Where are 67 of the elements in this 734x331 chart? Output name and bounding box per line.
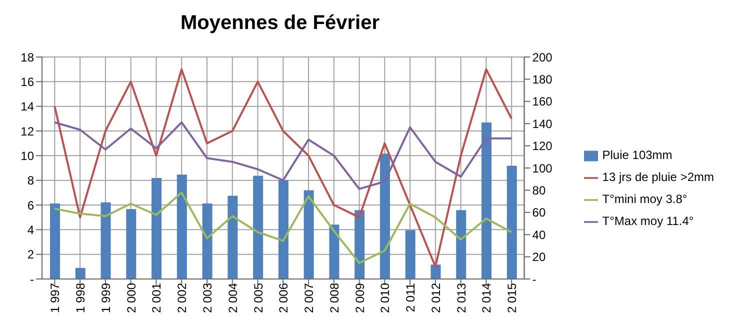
bar <box>329 224 340 279</box>
y2-tick-label: 120 <box>532 139 553 154</box>
bar <box>304 190 314 279</box>
chart-title: Moyennes de Février <box>180 12 380 35</box>
y-tick-label: 2 <box>27 248 34 262</box>
x-tick-label: 2 005 <box>251 282 266 314</box>
legend-label: 13 jrs de pluie >2mm <box>602 170 714 184</box>
x-tick-label: 2 002 <box>175 282 190 314</box>
bar <box>100 202 111 279</box>
x-tick-label: 2 015 <box>505 282 520 314</box>
x-tick-label: 2 000 <box>124 282 138 314</box>
bar <box>405 230 416 279</box>
bar <box>354 210 365 279</box>
legend-label: T°Max moy 11.4° <box>602 214 694 228</box>
y2-tick-label: 100 <box>532 161 553 176</box>
y-tick-label: - <box>30 272 34 286</box>
y2-tick-label: 160 <box>532 94 553 109</box>
x-tick-label: 1 997 <box>48 282 62 314</box>
y2-tick-label: 180 <box>532 72 553 86</box>
bar <box>75 268 86 279</box>
line-series <box>54 121 513 190</box>
y-tick-label: 8 <box>27 174 34 188</box>
bar <box>176 174 187 279</box>
bar <box>456 210 466 279</box>
x-tick-label: 2 011 <box>404 282 418 312</box>
y-tick-label: 6 <box>27 198 34 212</box>
y-tick-label: 10 <box>20 148 34 163</box>
bar <box>152 178 162 279</box>
bar <box>278 180 288 279</box>
line-series <box>54 192 513 264</box>
bar <box>430 264 441 279</box>
bar <box>228 196 238 279</box>
legend-label: T°mini moy 3.8° <box>602 192 688 206</box>
y2-tick-label: 140 <box>532 116 553 131</box>
x-tick-label: 2 014 <box>480 282 494 314</box>
y-tick-label: 4 <box>27 222 34 237</box>
x-tick-label: 2 012 <box>428 282 443 314</box>
x-tick-label: 2 007 <box>302 282 316 314</box>
bar <box>506 166 517 279</box>
y2-tick-label: 200 <box>532 50 553 64</box>
x-tick-label: 2 013 <box>454 282 468 314</box>
y2-tick-label: 80 <box>532 183 546 198</box>
y2-tick-label: - <box>532 272 536 286</box>
x-tick-label: 2 008 <box>327 282 342 314</box>
y-tick-label: 14 <box>20 100 34 114</box>
x-tick-label: 2 006 <box>276 282 291 314</box>
x-tick-label: 2 001 <box>150 282 164 314</box>
line-series <box>54 68 513 268</box>
x-tick-label: 2 004 <box>226 282 240 314</box>
x-tick-label: 2 009 <box>352 282 367 314</box>
x-tick-label: 2 003 <box>200 282 215 314</box>
legend-label: Pluie 103mm <box>602 148 672 162</box>
x-tick-label: 1 999 <box>98 282 113 314</box>
y2-tick-label: 40 <box>532 228 546 242</box>
bar <box>202 204 212 279</box>
y-tick-label: 16 <box>20 74 34 89</box>
x-tick-label: 1 998 <box>74 282 88 314</box>
bar <box>482 122 492 279</box>
y2-tick-label: 60 <box>532 206 546 220</box>
bar <box>380 154 390 279</box>
y2-tick-label: 20 <box>532 250 546 264</box>
bar <box>253 176 264 279</box>
x-tick-label: 2 010 <box>378 282 392 314</box>
y-tick-label: 12 <box>20 124 34 138</box>
y-tick-label: 18 <box>20 50 34 64</box>
bar <box>126 209 136 279</box>
bar <box>50 204 60 279</box>
